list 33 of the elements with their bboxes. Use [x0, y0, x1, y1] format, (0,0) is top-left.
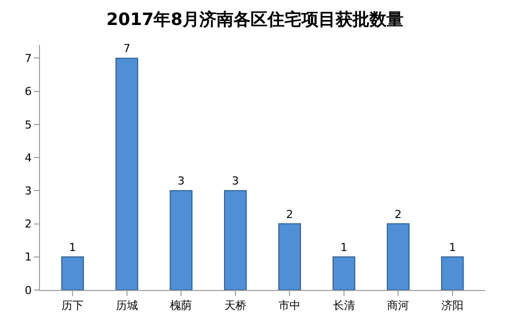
y-tick-label: 0	[24, 284, 32, 297]
y-tick-label: 3	[24, 184, 32, 198]
chart-title: 2017年8月济南各区住宅项目获批数量	[106, 10, 404, 30]
x-tick-label: 市中	[278, 299, 301, 312]
x-tick-label: 天桥	[224, 299, 246, 312]
bar	[61, 256, 84, 290]
data-label: 2	[394, 208, 402, 221]
data-label: 2	[286, 208, 294, 221]
x-tick-label: 历城	[116, 299, 138, 312]
data-label: 1	[69, 240, 76, 254]
bar	[224, 190, 247, 290]
bar	[115, 58, 138, 290]
x-tick-label: 长清	[332, 299, 355, 312]
y-tick-label: 1	[24, 250, 32, 264]
y-tick-label: 7	[24, 52, 32, 66]
y-tick-label: 2	[24, 218, 32, 231]
data-label: 3	[232, 174, 239, 188]
x-tick-label: 济阳	[441, 299, 464, 312]
bar	[441, 256, 464, 290]
bar	[278, 223, 301, 290]
data-label: 1	[448, 240, 456, 254]
data-label: 3	[178, 174, 185, 188]
data-label: 7	[123, 42, 130, 56]
x-tick-label: 历下	[62, 299, 84, 312]
bar	[170, 190, 192, 290]
bar	[386, 223, 410, 290]
bar	[332, 256, 356, 290]
x-tick-label: 槐荫	[170, 299, 192, 312]
y-tick-label: 5	[24, 118, 32, 132]
x-tick-label: 商河	[387, 299, 410, 312]
y-tick-label: 4	[24, 151, 32, 164]
y-tick-label: 6	[24, 85, 32, 98]
data-label: 1	[340, 240, 348, 254]
